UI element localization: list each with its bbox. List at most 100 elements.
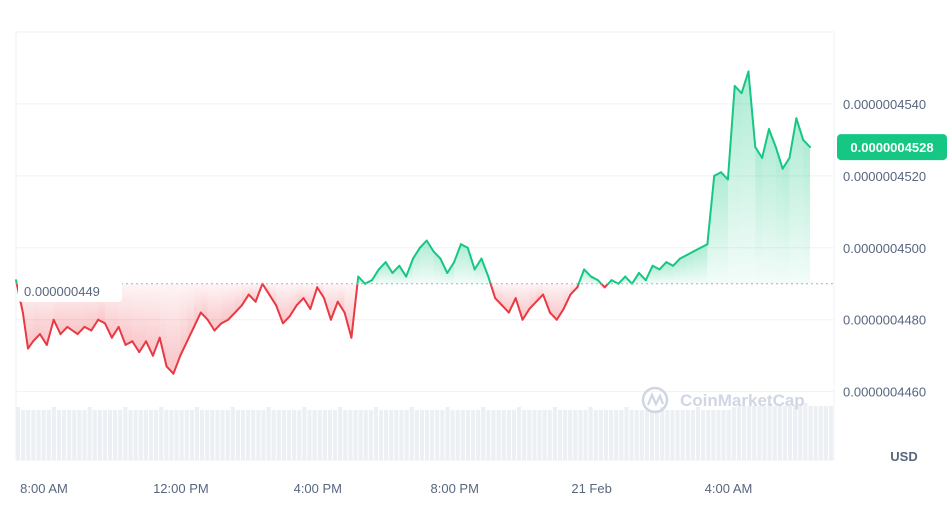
volume-bar: [225, 410, 230, 460]
price-segment-down: [275, 304, 284, 325]
area-segment-up: [748, 71, 756, 284]
current-price-label: 0.0000004528: [850, 140, 933, 155]
volume-bar: [542, 410, 547, 460]
price-segment-up: [466, 246, 476, 271]
price-segment-up: [610, 279, 620, 285]
volume-bar: [102, 410, 108, 460]
area-segment-down: [269, 283, 277, 306]
price-segment-up: [357, 275, 367, 285]
area-segment-down: [282, 283, 290, 324]
price-segment-down: [26, 340, 35, 350]
price-segment-up: [733, 84, 743, 95]
volume-bar: [639, 410, 644, 460]
volume-bar: [629, 410, 634, 460]
volume-bar: [246, 410, 251, 460]
area-segment-up: [782, 157, 790, 284]
volume-bar: [215, 410, 220, 460]
area-segment-down: [152, 283, 160, 356]
volume-bar: [286, 410, 292, 460]
volume-bar: [435, 410, 440, 460]
area-segment-down: [139, 283, 147, 353]
area-segment-up: [433, 251, 441, 284]
volume-bar: [159, 407, 164, 460]
price-segment-down: [59, 325, 69, 336]
volume-bar: [384, 410, 389, 460]
volume-bar: [445, 407, 450, 460]
price-segment-up: [617, 275, 627, 285]
volume-bar: [798, 406, 803, 460]
volume-bar: [440, 410, 445, 460]
volume-bar: [721, 410, 726, 460]
volume-bar: [200, 410, 205, 460]
volume-bar: [532, 410, 537, 460]
volume-bar: [598, 410, 603, 460]
area-segment-down: [159, 283, 167, 367]
price-segment-down: [138, 340, 148, 354]
price-segment-up: [405, 257, 415, 278]
area-segment-down: [303, 283, 311, 309]
volume-bar: [281, 410, 286, 460]
area-segment-up: [768, 129, 776, 284]
price-segment-down: [288, 304, 298, 318]
volume-bar: [736, 406, 741, 460]
area-segment-down: [515, 283, 523, 320]
price-segment-up: [459, 243, 469, 249]
volume-bar: [184, 410, 189, 460]
price-segment-down: [76, 325, 86, 336]
volume-bar: [230, 407, 235, 460]
price-segment-down: [97, 318, 106, 325]
volume-bar: [501, 410, 506, 460]
price-segment-down: [329, 300, 339, 321]
volume-bar: [404, 410, 409, 460]
y-tick-label: 0.0000004540: [843, 97, 926, 112]
volume-bar: [378, 410, 384, 460]
x-axis-ticks: 8:00 AM 12:00 PM 4:00 PM 8:00 PM 21 Feb 4:00 …: [20, 481, 752, 496]
price-segment-down: [542, 293, 551, 314]
price-segment-down: [555, 307, 565, 321]
x-tick-label: 8:00 PM: [431, 481, 479, 496]
price-segment-down: [52, 318, 62, 336]
volume-bar: [593, 410, 598, 460]
volume-bar: [312, 410, 317, 460]
volume-bar: [557, 410, 563, 460]
volume-bar: [271, 410, 276, 460]
area-segment-up: [789, 118, 797, 284]
area-segment-up: [714, 172, 722, 284]
price-segment-up: [473, 257, 483, 271]
area-segment-up: [741, 71, 749, 284]
volume-bar: [169, 410, 174, 460]
volume-bar: [644, 410, 649, 460]
volume-bar: [701, 410, 706, 460]
volume-bar: [276, 410, 281, 460]
volume-bar: [496, 410, 501, 460]
price-segment-up: [726, 84, 736, 181]
volume-bar: [481, 407, 486, 460]
area-segment-down: [166, 283, 174, 374]
volume-bar: [363, 410, 368, 460]
volume-bar: [194, 407, 200, 460]
x-tick-label: 21 Feb: [571, 481, 611, 496]
area-segment-down: [125, 283, 133, 345]
volume-bar: [747, 406, 752, 460]
volume-bar: [782, 406, 787, 460]
price-segment-up: [631, 271, 640, 285]
price-segment-down: [295, 297, 305, 307]
volume-bar: [113, 410, 118, 460]
volume-bar: [189, 410, 194, 460]
area-segment-up: [426, 240, 434, 284]
volume-bar: [87, 407, 92, 460]
price-segment-up: [665, 261, 675, 267]
currency-unit-label: USD: [890, 449, 917, 464]
price-segment-up: [774, 146, 784, 170]
price-segment-up: [418, 239, 428, 249]
volume-bar: [133, 410, 138, 460]
volume-bar: [624, 407, 629, 460]
price-segment-down: [343, 311, 353, 339]
price-segment-up: [412, 246, 421, 260]
price-segment-down: [535, 293, 545, 303]
volume-bar: [297, 410, 302, 460]
area-segment-up: [385, 262, 393, 284]
area-segment-up: [775, 147, 783, 284]
price-segment-down: [281, 315, 291, 325]
volume-bar: [787, 406, 793, 460]
